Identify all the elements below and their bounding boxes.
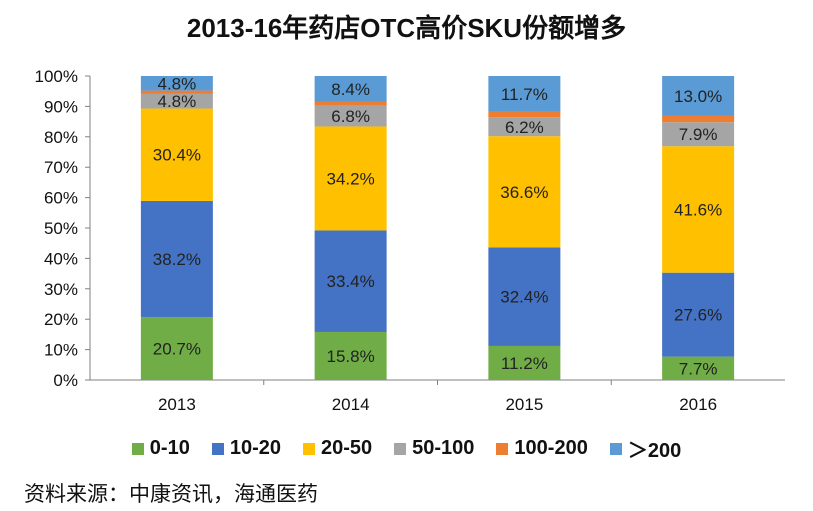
- legend-item: 20-50: [302, 434, 373, 463]
- legend-label: 10-20: [229, 437, 281, 459]
- y-tick-label: 40%: [44, 249, 78, 268]
- bar-segment-2050-2016: [662, 146, 735, 273]
- y-tick-label: 0%: [53, 371, 78, 390]
- data-label: 8.4%: [331, 80, 370, 99]
- x-tick-label: 2015: [505, 395, 543, 414]
- y-tick-label: 90%: [44, 97, 78, 116]
- data-label: 6.8%: [331, 107, 370, 126]
- bar-segment-200-2016: [662, 76, 735, 116]
- bar-segment-1020-2014: [314, 230, 387, 332]
- bar-segment-010-2016: [662, 356, 735, 380]
- bar-segment-2050-2015: [488, 136, 561, 248]
- chart-title: 2013-16年药店OTC高价SKU份额增多: [186, 13, 627, 43]
- legend-item: ＞200: [609, 434, 682, 463]
- legend-item: 100-200: [496, 434, 588, 463]
- y-tick-label: 80%: [44, 128, 78, 147]
- y-tick-label: 10%: [44, 341, 78, 360]
- y-tick-label: 100%: [35, 67, 78, 86]
- y-tick-label: 20%: [44, 310, 78, 329]
- y-tick-label: 30%: [44, 280, 78, 299]
- bar-segment-100200-2016: [662, 115, 735, 123]
- legend-label: 20-50: [320, 437, 373, 459]
- legend-item: 50-100: [394, 434, 474, 463]
- bar-segment-1020-2016: [662, 272, 735, 357]
- data-label: 7.9%: [679, 125, 718, 144]
- y-tick-label: 70%: [44, 158, 78, 177]
- data-label: 32.4%: [500, 288, 548, 307]
- bar-segment-100200-2013: [140, 90, 213, 94]
- data-label: 27.6%: [674, 306, 722, 325]
- bar-segment-010-2013: [140, 317, 213, 380]
- data-label: 38.2%: [153, 250, 201, 269]
- data-label: 34.2%: [327, 169, 375, 188]
- legend: 0-10 10-20 20-50 50-100 100-200 ＞200: [0, 434, 813, 463]
- data-label: 13.0%: [674, 87, 722, 106]
- x-tick-label: 2016: [679, 395, 717, 414]
- y-tick-label: 50%: [44, 219, 78, 238]
- data-label: 30.4%: [153, 146, 201, 165]
- bar-segment-200-2015: [488, 76, 561, 112]
- stacked-bar-chart: 0% 10% 20% 30% 40% 50% 60% 70% 80% 90% 100% 20.7% 38…: [35, 67, 785, 414]
- data-label: 4.8%: [158, 92, 197, 111]
- legend-swatch: [496, 442, 509, 455]
- data-label: 6.2%: [505, 118, 544, 137]
- bar-segment-2050-2014: [314, 126, 387, 231]
- source-note: 资料来源：中康资讯，海通医药: [24, 483, 318, 506]
- legend-label: ＞200: [627, 440, 682, 462]
- bar-segment-200-2013: [140, 76, 213, 91]
- legend-swatch: [211, 442, 224, 455]
- legend-swatch: [302, 442, 315, 455]
- legend-label: 50-100: [412, 437, 475, 459]
- bar-segment-50100-2015: [488, 117, 561, 137]
- data-label: 7.7%: [679, 359, 718, 378]
- data-label: 11.2%: [501, 354, 548, 373]
- bar-segment-50100-2016: [662, 122, 735, 147]
- bar-segment-010-2015: [488, 345, 561, 380]
- bar-segment-2050-2013: [140, 108, 213, 201]
- y-tick-label: 60%: [44, 189, 78, 208]
- legend-item: 10-20: [211, 434, 281, 463]
- data-label: 11.7%: [501, 85, 548, 104]
- bar-segment-50100-2014: [314, 105, 387, 127]
- x-tick-label: 2014: [332, 395, 370, 414]
- bar-segment-010-2014: [314, 331, 387, 380]
- bar-segment-1020-2013: [140, 200, 213, 318]
- legend-label: 100-200: [514, 437, 588, 459]
- legend-swatch: [609, 442, 622, 455]
- bar-segment-200-2014: [314, 76, 387, 102]
- data-label: 20.7%: [153, 340, 201, 359]
- legend-swatch: [394, 442, 407, 455]
- bar-segment-100200-2014: [314, 101, 387, 106]
- bar-segment-1020-2015: [488, 247, 561, 346]
- data-label: 36.6%: [500, 183, 548, 202]
- legend-label: 0-10: [149, 437, 190, 459]
- data-label: 4.8%: [158, 74, 197, 93]
- x-tick-label: 2013: [158, 395, 196, 414]
- legend-swatch: [131, 442, 144, 455]
- bar-segment-100200-2015: [488, 111, 561, 118]
- bar-segment-50100-2013: [140, 93, 213, 109]
- data-label: 15.8%: [327, 347, 375, 366]
- legend-item: 0-10: [131, 434, 190, 463]
- data-label: 33.4%: [327, 272, 375, 291]
- data-label: 41.6%: [674, 200, 722, 219]
